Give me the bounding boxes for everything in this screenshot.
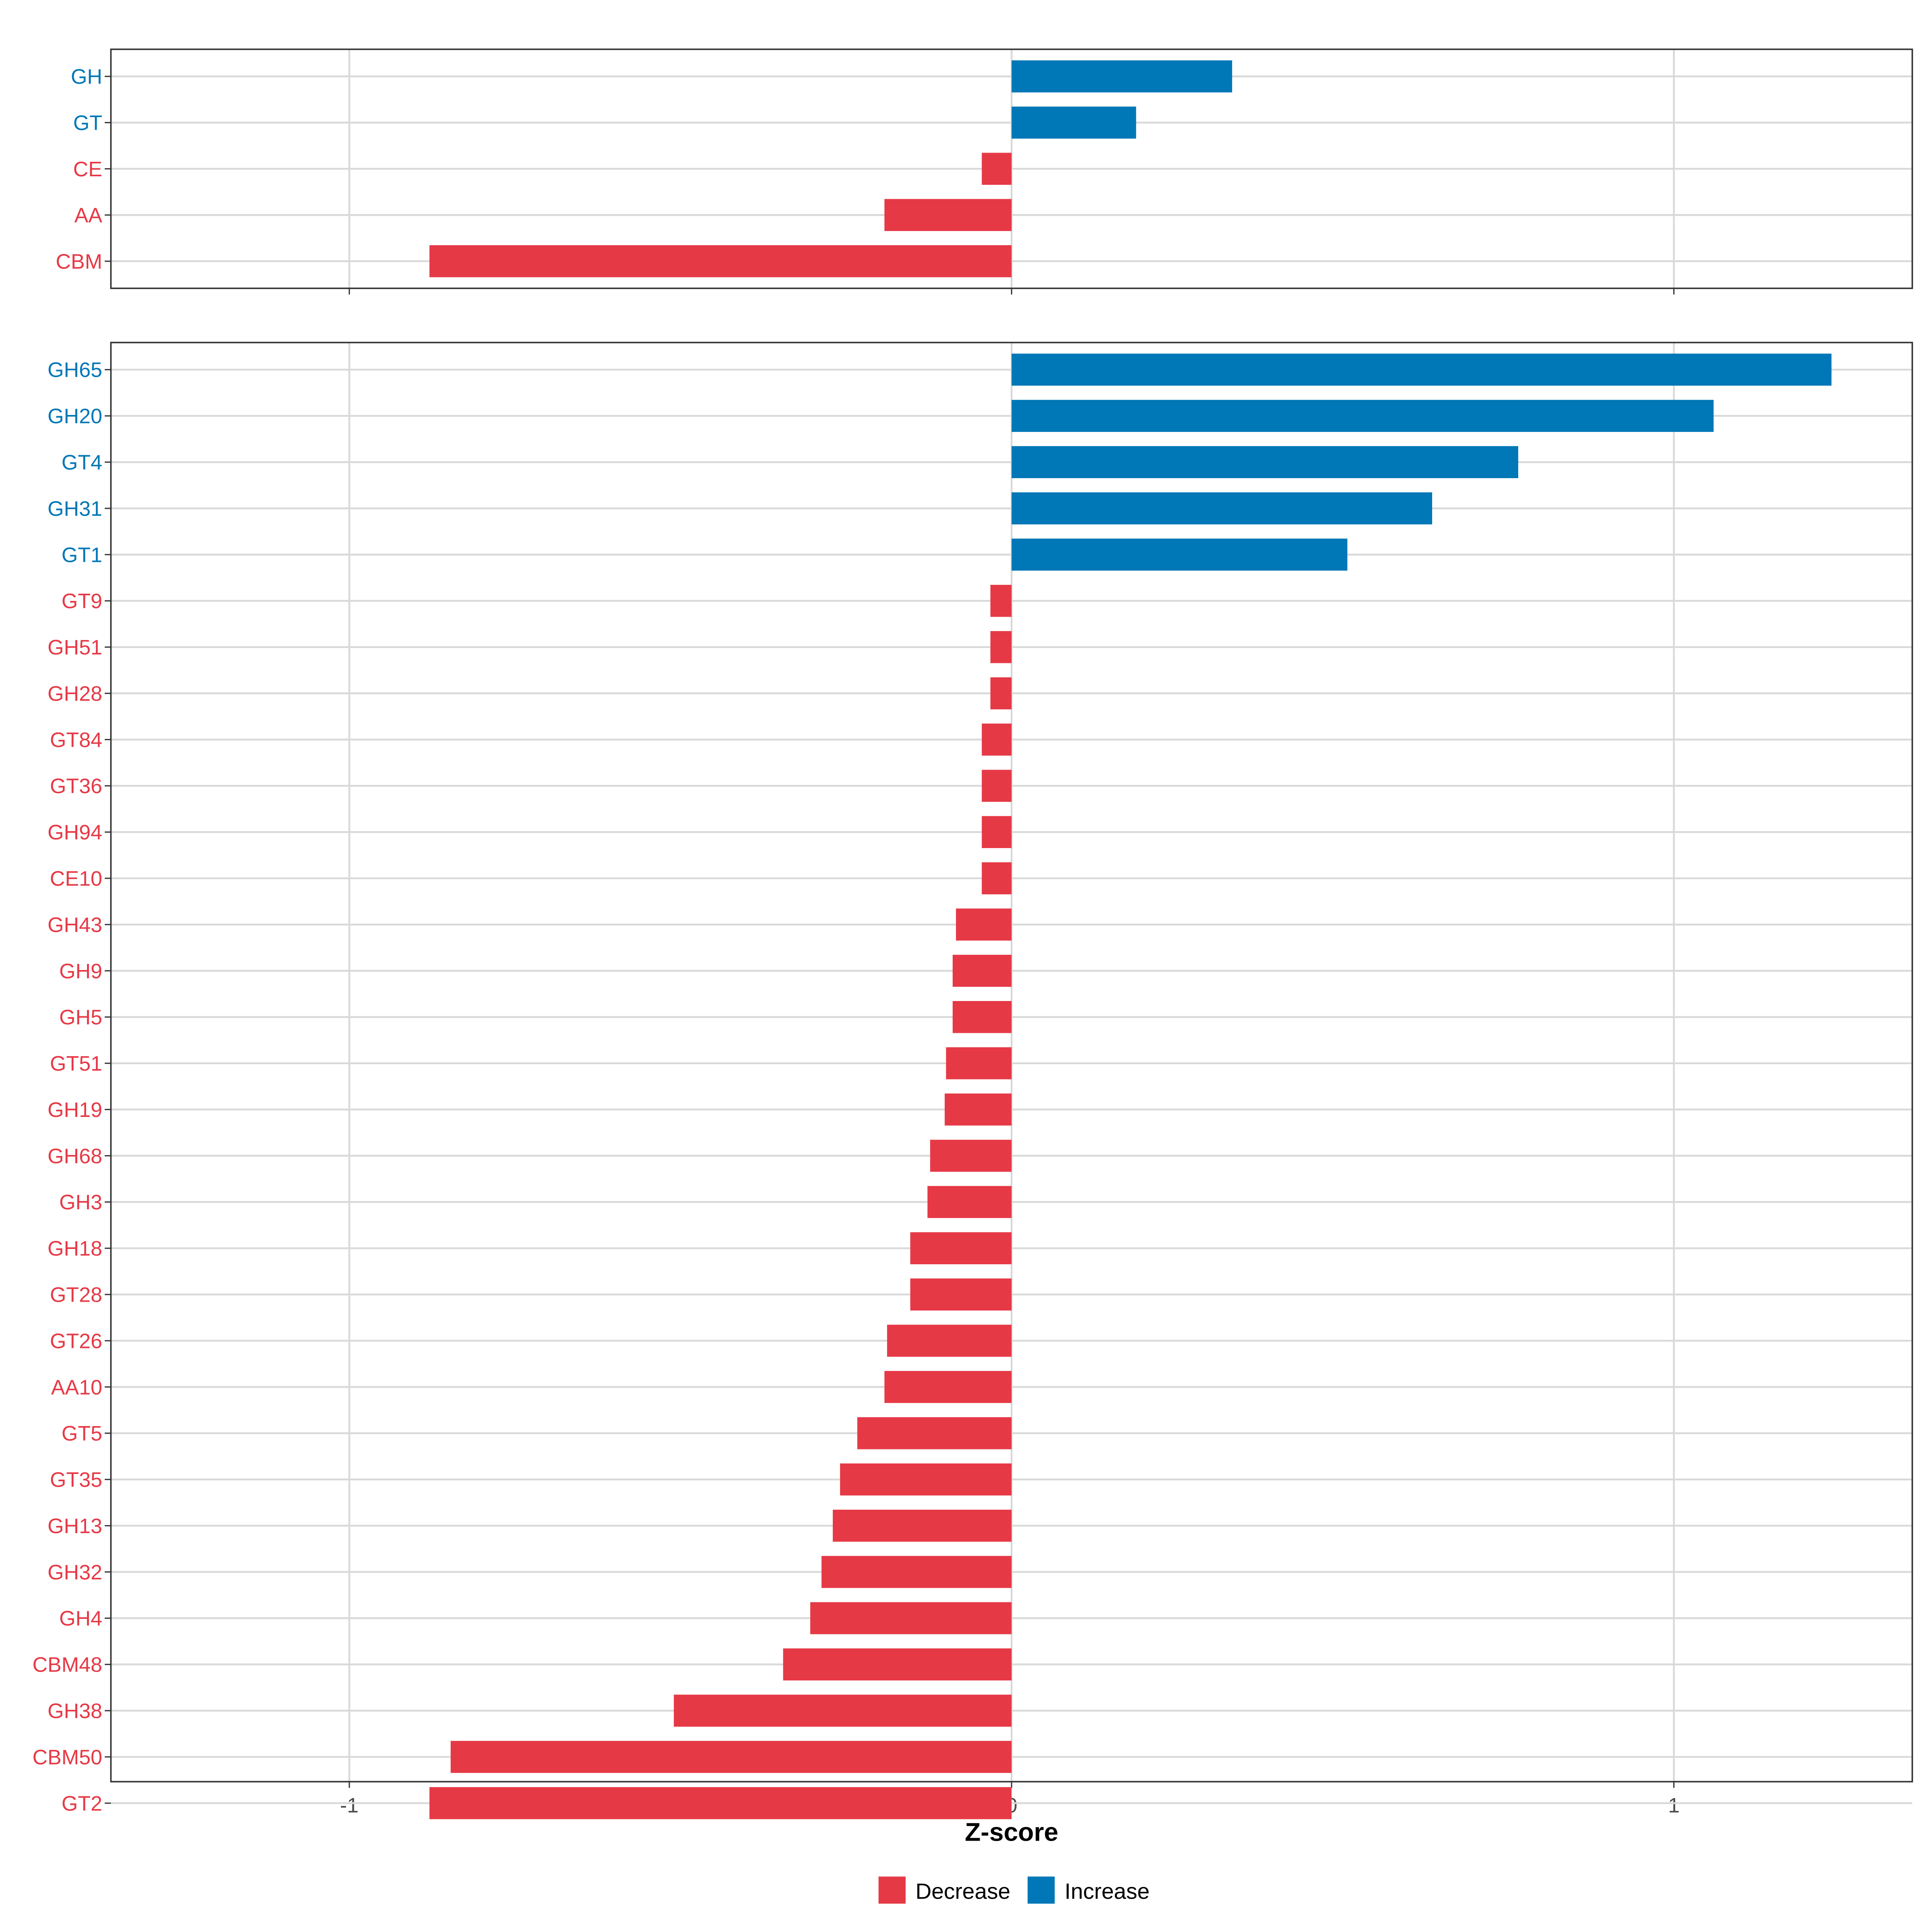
y-tick-label: AA10 (51, 1376, 102, 1399)
bar-GH38 (674, 1695, 1012, 1727)
y-tick-label: GT2 (62, 1792, 102, 1815)
y-tick-label: GH68 (47, 1145, 102, 1168)
bar-GH31 (1011, 492, 1432, 524)
y-tick-label: GH20 (47, 405, 102, 428)
bar-GH3 (927, 1186, 1012, 1218)
bar-GT (1011, 106, 1136, 139)
y-tick-label: GH18 (47, 1237, 102, 1261)
y-tick-label: GT4 (62, 451, 102, 475)
y-tick-label: GH51 (47, 636, 102, 659)
y-tick-label: GT35 (50, 1468, 102, 1492)
bar-GT1 (1011, 539, 1348, 571)
bar-GH (1011, 60, 1232, 93)
bar-GT28 (910, 1278, 1012, 1311)
bar-CBM50 (450, 1741, 1012, 1773)
bar-GH43 (956, 908, 1012, 941)
bar-GT35 (840, 1463, 1012, 1496)
bar-AA (884, 199, 1012, 231)
y-tick-label: CBM48 (33, 1653, 103, 1677)
y-tick-label: GT36 (50, 775, 102, 798)
bar-AA10 (884, 1371, 1012, 1403)
y-tick-label: GH3 (59, 1191, 102, 1214)
y-tick-label: AA (74, 204, 103, 227)
y-tick-label: CE (73, 158, 102, 181)
bar-GH32 (822, 1556, 1012, 1588)
bar-GH13 (833, 1509, 1012, 1542)
bar-CE (982, 153, 1012, 185)
y-tick-label: GH19 (47, 1098, 102, 1122)
bar-GH4 (810, 1602, 1012, 1635)
y-tick-label: GH38 (47, 1699, 102, 1723)
y-tick-label: GH94 (47, 821, 102, 844)
y-tick-label: GT9 (62, 590, 102, 613)
panel-top: GH GT CE AA CBM (56, 48, 1913, 295)
y-tick-label: GH9 (59, 960, 102, 983)
bar-GH19 (945, 1093, 1012, 1126)
bar-GH5 (952, 1001, 1012, 1033)
bar-GT4 (1011, 446, 1519, 478)
legend-label-decrease: Decrease (915, 1878, 1010, 1903)
y-tick-label: GH13 (47, 1515, 102, 1538)
x-tick-label: -1 (340, 1794, 359, 1817)
bar-GT36 (982, 770, 1012, 802)
y-tick-label: GT26 (50, 1329, 102, 1353)
y-tick-label: GT28 (50, 1283, 102, 1307)
bar-GH65 (1011, 353, 1832, 386)
bar-GH9 (952, 955, 1012, 987)
y-tick-label: CBM50 (33, 1746, 103, 1769)
y-tick-label: GT1 (62, 543, 102, 567)
y-tick-label: GT84 (50, 729, 102, 752)
bar-GH68 (930, 1139, 1012, 1172)
bar-GT2 (429, 1787, 1012, 1819)
y-tick-label: GH (71, 65, 102, 89)
bar-GH18 (910, 1232, 1012, 1265)
legend-swatch-increase (1028, 1876, 1055, 1904)
bar-GT51 (946, 1047, 1012, 1080)
bar-CBM48 (783, 1648, 1012, 1681)
bar-GH28 (990, 677, 1012, 710)
bar-GT5 (857, 1417, 1012, 1449)
panel-frame (110, 342, 1913, 1783)
y-tick-label: GH32 (47, 1561, 102, 1584)
legend-swatch-decrease (878, 1876, 906, 1904)
panel-bottom: -1 0 1GH65GH20GT4GH31GT1GT9GH51GH28GT84GT3… (33, 342, 1913, 1819)
y-tick-label: GH65 (47, 359, 102, 382)
y-tick-label: CE10 (50, 867, 102, 891)
y-tick-label: GH31 (47, 497, 102, 520)
y-tick-label: GT (73, 111, 102, 135)
bar-GH51 (990, 631, 1012, 663)
y-tick-label: GT51 (50, 1052, 102, 1075)
y-tick-label: GH4 (59, 1607, 102, 1631)
bar-CBM (429, 245, 1012, 277)
bar-GH20 (1011, 400, 1714, 432)
bar-CE10 (982, 862, 1012, 894)
panel-frame (110, 48, 1913, 289)
y-tick-label: GH5 (59, 1006, 102, 1029)
x-tick-label: 1 (1668, 1794, 1680, 1817)
bar-GT26 (887, 1325, 1012, 1357)
y-tick-label: GT5 (62, 1422, 102, 1445)
y-tick-label: GH43 (47, 913, 102, 937)
y-tick-label: GH28 (47, 682, 102, 706)
legend: Decrease Increase (878, 1876, 1150, 1904)
x-axis-title: Z-score (965, 1817, 1058, 1846)
bar-GT84 (982, 723, 1012, 756)
legend-label-increase: Increase (1065, 1878, 1150, 1903)
bar-GH94 (982, 816, 1012, 848)
bar-GT9 (990, 585, 1012, 617)
y-tick-label: CBM (56, 250, 102, 273)
